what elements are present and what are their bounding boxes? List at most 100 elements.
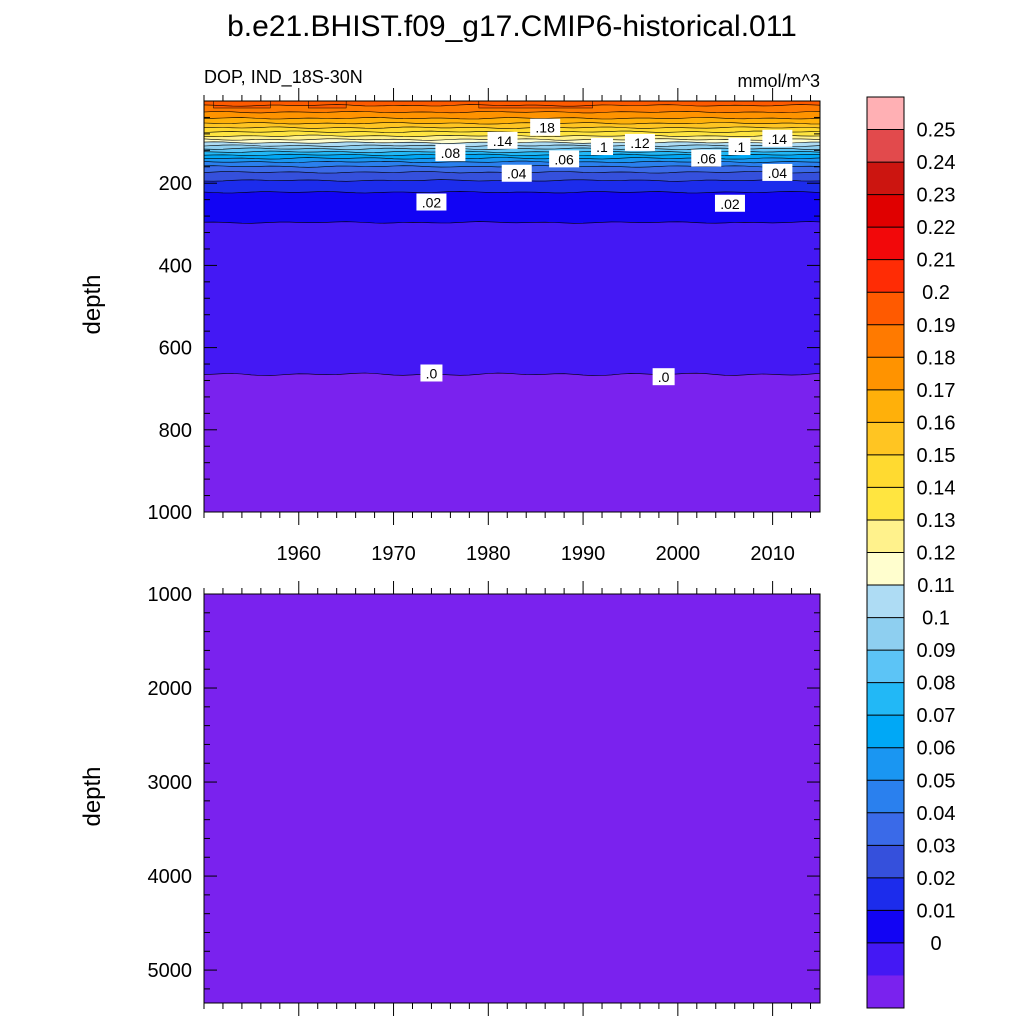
x-tick-label: 2000 [656,543,701,565]
contour-label-bg [549,150,580,168]
colorbar-label: 0.1 [922,608,950,630]
colorbar-swatch [867,975,904,1009]
upper-panel-axes: 200 400 600 800 1000 1960 1970 1980 1990 2000 2010 [148,88,820,565]
colorbar-swatch [867,812,904,846]
contour-label-bg [652,368,675,386]
contour-label: .0 [426,365,438,381]
y-tick-label: 400 [159,255,192,277]
colorbar-swatch [867,194,904,228]
colorbar-swatch [867,324,904,358]
colorbar-label: 0.16 [917,412,956,434]
colorbar-label: 0.04 [917,803,956,825]
upper-panel-contour-labels: .18 .14 .14 .12 .1 .1 .08 .06 .06 .04 .04 .02 .02 .0.… [416,118,793,386]
colorbar-swatch [867,682,904,716]
contour-label: .04 [768,165,788,181]
contour-band [204,594,820,1003]
colorbar-label: 0 [930,933,941,955]
variable-label: DOP, IND_18S-30N [204,67,363,88]
colorbar-swatch [867,780,904,814]
contour-band [213,100,271,109]
contour-line [203,110,821,114]
contour-label: .0 [658,369,670,385]
colorbar-label: 0.05 [917,770,956,792]
contour-line [203,190,821,194]
x-tick-label: 1960 [277,543,322,565]
colorbar-swatch [867,942,904,976]
lower-panel-frame [203,593,821,1004]
contour-line [203,372,821,376]
colorbar-swatch [867,650,904,684]
x-tick-label: 1990 [561,543,606,565]
colorbar-swatch [867,519,904,553]
contour-label: .02 [720,196,740,212]
contour-band [478,100,593,109]
lower-panel-contour-fill [204,594,820,1003]
contour-label: .08 [441,145,461,161]
contour-line [203,104,821,107]
contour-label-bg [728,138,751,156]
contour-label-bg [487,131,518,149]
colorbar-label: 0.09 [917,640,956,662]
colorbar-label: 0.18 [917,347,956,369]
contour-label-bg [501,164,532,182]
colorbar-swatch [867,97,904,130]
colorbar-swatch [867,292,904,326]
contour-label: .18 [535,120,555,136]
colorbar-label: 0.21 [917,250,956,272]
colorbar-label: 0.11 [917,575,954,597]
colorbar-swatch [867,357,904,391]
contour-line [203,126,821,129]
chart-title: b.e21.BHIST.f09_g17.CMIP6-historical.011 [227,10,797,43]
y-tick-label: 1000 [148,502,193,524]
contour-line [203,117,821,120]
colorbar-label: 0.06 [917,738,956,760]
x-tick-label: 1970 [371,543,416,565]
lower-panel-axes: 1000 2000 3000 4000 5000 [148,581,820,1016]
contour-label-bg [530,118,561,136]
x-tick-label: 1980 [466,543,511,565]
contour-line [203,221,821,224]
lower-panel: 1000 2000 3000 4000 5000 depth [79,581,821,1016]
colorbar-swatch [867,129,904,163]
contour-label-bg [762,163,793,181]
colorbar-label: 0.17 [917,380,956,402]
contour-label: .06 [554,151,574,167]
contour-label: .1 [596,139,608,155]
colorbar-swatch [867,747,904,781]
contour-label: .02 [422,195,442,211]
upper-panel-y-axis-label: depth [79,274,106,334]
y-tick-label: 600 [159,338,192,360]
colorbar-swatch [867,552,904,586]
upper-panel: .18 .14 .14 .12 .1 .1 .08 .06 .06 .04 .04 .02 .02 .0.… [79,88,821,565]
colorbar-swatch [867,715,904,749]
contour-label-bg [714,194,745,212]
colorbar-swatch [867,454,904,488]
colorbar-label: 0.13 [917,510,956,532]
colorbar-label: 0.25 [917,120,956,142]
upper-panel-frame [203,100,821,513]
colorbar-label: 0.22 [917,217,956,239]
colorbar-swatch [867,585,904,618]
contour-label-bg [762,129,793,147]
colorbar-swatch [867,617,904,651]
colorbar-label: 0.2 [922,282,950,304]
y-tick-label: 5000 [148,960,193,982]
colorbar-label: 0.07 [917,705,956,727]
x-tick-label: 2010 [750,543,795,565]
contour-label: .14 [768,131,788,147]
colorbar-label: 0.15 [917,445,956,467]
colorbar-label: 0.08 [917,673,956,695]
y-tick-label: 4000 [148,866,193,888]
lower-panel-y-axis-label: depth [79,766,106,826]
contour-label-bg [416,193,447,211]
contour-label: .12 [630,135,650,151]
contour-line [203,122,821,125]
y-tick-label: 200 [159,173,192,195]
colorbar-swatch [867,422,904,456]
contour-label-bg [435,144,466,162]
y-tick-label: 1000 [148,584,193,606]
colorbar-swatch [867,162,904,196]
contour-label-bg [691,149,722,167]
contour-label-bg [591,138,614,156]
